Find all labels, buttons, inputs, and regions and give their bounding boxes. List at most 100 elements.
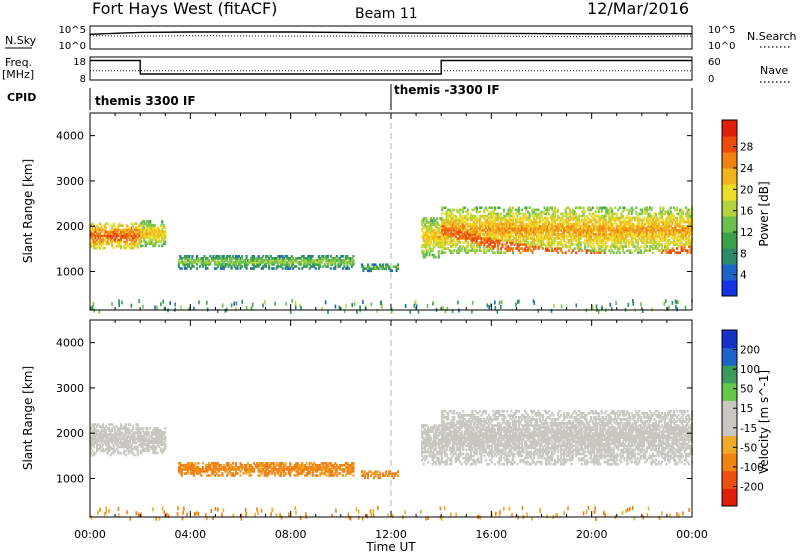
echo-cell bbox=[465, 222, 468, 226]
echo-cell bbox=[639, 245, 642, 248]
echo-cell bbox=[536, 222, 539, 226]
echo-cell bbox=[102, 443, 105, 447]
echo-cell bbox=[428, 223, 431, 226]
echo-cell bbox=[688, 212, 691, 216]
echo-cell bbox=[135, 447, 138, 451]
echo-cell bbox=[523, 247, 526, 250]
echo-cell bbox=[545, 208, 548, 212]
echo-cell bbox=[314, 263, 317, 266]
echo-cell bbox=[229, 259, 232, 262]
echo-cell bbox=[686, 241, 689, 244]
echo-cell bbox=[603, 228, 606, 232]
echo-cell bbox=[268, 261, 271, 264]
echo-cell bbox=[350, 470, 353, 473]
echo-cell bbox=[256, 263, 259, 266]
echo-cell bbox=[660, 220, 663, 224]
echo-cell bbox=[340, 464, 343, 467]
echo-cell bbox=[431, 247, 434, 251]
echo-cell bbox=[539, 235, 542, 238]
echo-cell bbox=[91, 222, 94, 225]
echo-cell bbox=[657, 235, 660, 238]
echo-cell bbox=[448, 249, 451, 252]
echo-cell bbox=[102, 234, 105, 238]
echo-cell bbox=[578, 228, 581, 232]
echo-cell bbox=[424, 233, 427, 237]
echo-cell bbox=[513, 231, 516, 234]
echo-cell bbox=[686, 239, 689, 242]
echo-cell bbox=[114, 230, 117, 234]
echo-cell bbox=[105, 433, 108, 436]
echo-cell bbox=[152, 449, 155, 453]
echo-cell bbox=[536, 237, 539, 240]
echo-cell bbox=[551, 208, 554, 212]
echo-cell bbox=[615, 301, 617, 305]
echo-cell bbox=[581, 226, 584, 230]
echo-cell bbox=[517, 299, 519, 304]
echo-cell bbox=[490, 210, 493, 214]
echo-cell bbox=[156, 437, 159, 440]
echo-cell bbox=[450, 214, 453, 218]
echo-cell bbox=[259, 263, 262, 266]
echo-cell bbox=[630, 231, 633, 234]
echo-cell bbox=[100, 238, 103, 242]
echo-cell bbox=[300, 306, 302, 310]
echo-cell bbox=[672, 228, 675, 232]
echo-cell bbox=[647, 222, 650, 226]
echo-cell bbox=[609, 224, 612, 228]
echo-cell bbox=[147, 449, 150, 453]
echo-cell bbox=[93, 441, 96, 445]
echo-cell bbox=[471, 309, 473, 314]
echo-cell bbox=[617, 239, 620, 242]
echo-cell bbox=[272, 462, 275, 465]
echo-cell bbox=[463, 224, 466, 228]
echo-cell bbox=[632, 245, 635, 248]
echo-cell bbox=[608, 228, 611, 232]
echo-cell bbox=[472, 220, 475, 224]
echo-cell bbox=[146, 429, 149, 432]
echo-cell bbox=[654, 241, 657, 244]
echo-cell bbox=[111, 226, 114, 229]
echo-cell bbox=[136, 246, 139, 250]
echo-cell bbox=[533, 220, 536, 224]
echo-cell bbox=[597, 208, 600, 212]
echo-cell bbox=[480, 222, 483, 226]
echo-cell bbox=[618, 237, 621, 240]
echo-cell bbox=[591, 249, 594, 252]
echo-cell bbox=[90, 234, 93, 238]
echo-cell bbox=[554, 224, 557, 228]
echo-cell bbox=[268, 464, 271, 467]
echo-cell bbox=[650, 222, 653, 226]
echo-cell bbox=[247, 263, 250, 266]
echo-cell bbox=[615, 237, 618, 240]
echo-cell bbox=[492, 251, 495, 254]
echo-cell bbox=[576, 231, 579, 234]
echo-cell bbox=[635, 241, 638, 244]
echo-cell bbox=[94, 238, 97, 242]
echo-cell bbox=[153, 232, 156, 235]
echo-cell bbox=[363, 474, 366, 477]
echo-cell bbox=[462, 218, 465, 222]
echo-cell bbox=[186, 470, 189, 473]
echo-cell bbox=[317, 267, 320, 270]
echo-cell bbox=[334, 304, 337, 309]
echo-cell bbox=[129, 230, 132, 234]
echo-cell bbox=[213, 261, 216, 264]
echo-cell bbox=[144, 447, 147, 451]
echo-cell bbox=[221, 474, 224, 477]
echo-cell bbox=[627, 241, 630, 244]
echo-cell bbox=[298, 267, 301, 270]
echo-cell bbox=[245, 470, 248, 473]
echo-cell bbox=[560, 233, 563, 236]
echo-cell bbox=[636, 249, 639, 252]
echo-cell bbox=[111, 236, 114, 240]
echo-cell bbox=[645, 228, 648, 232]
echo-cell bbox=[162, 232, 165, 235]
echo-cell bbox=[657, 220, 660, 224]
echo-cell bbox=[185, 464, 188, 467]
echo-cell bbox=[680, 239, 683, 242]
echo-cell bbox=[682, 235, 685, 238]
echo-cell bbox=[606, 210, 609, 214]
echo-cell bbox=[570, 228, 573, 232]
echo-cell bbox=[161, 431, 164, 434]
echo-cell bbox=[504, 216, 507, 220]
